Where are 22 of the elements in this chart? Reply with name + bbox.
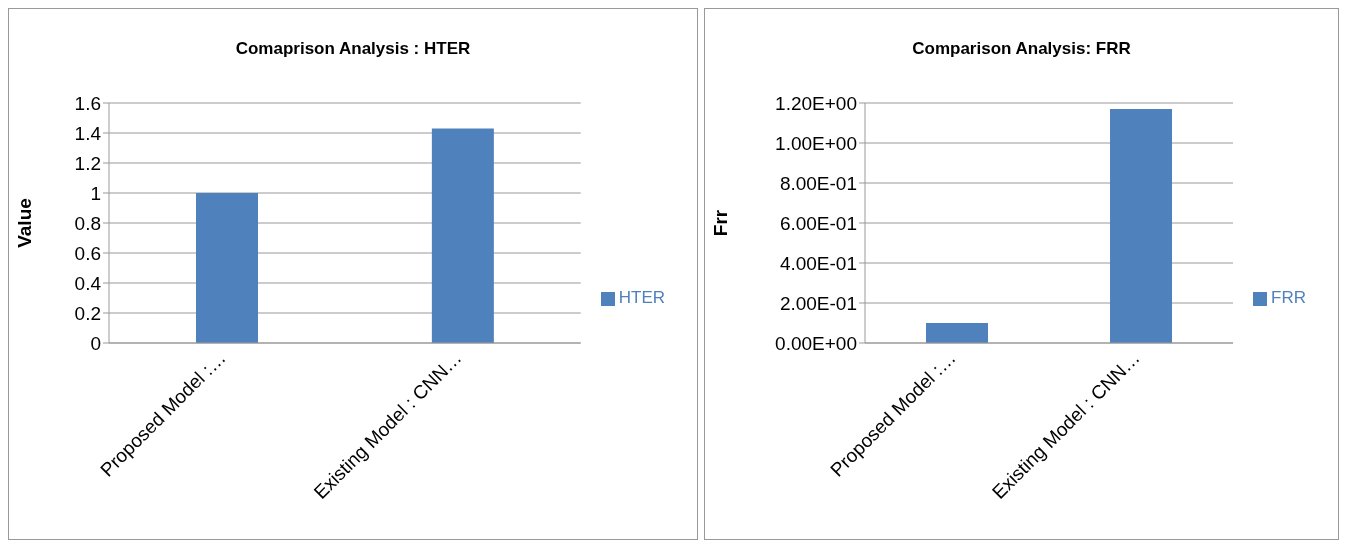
y-tick-label: 1.6 <box>74 92 101 114</box>
y-tick-label: 1.00E+00 <box>775 132 857 154</box>
y-tick-label: 0.6 <box>74 242 101 264</box>
y-tick-label: 1 <box>90 182 101 204</box>
legend-label: HTER <box>618 288 665 307</box>
y-tick-label: 0.00E+00 <box>775 332 857 354</box>
chart-title: Comaprison Analysis : HTER <box>234 39 472 60</box>
y-axis-title: Frr <box>709 209 731 237</box>
y-tick-label: 0 <box>90 332 101 354</box>
y-tick-label: 0.4 <box>74 272 102 294</box>
y-axis-title: Value <box>13 198 35 248</box>
y-tick-label: 0.8 <box>74 212 101 234</box>
y-tick-label: 6.00E-01 <box>779 212 857 234</box>
y-tick-label: 1.4 <box>74 122 102 144</box>
y-tick-label: 4.00E-01 <box>779 252 857 274</box>
y-tick-label: 2.00E-01 <box>779 292 857 314</box>
y-tick-label: 1.2 <box>74 152 101 174</box>
y-tick-label: 8.00E-01 <box>779 172 857 194</box>
chart-title: Comparison Analysis: FRR <box>911 39 1132 60</box>
legend-label: FRR <box>1271 288 1306 307</box>
y-tick-label: 1.20E+00 <box>775 92 857 114</box>
y-tick-label: 0.2 <box>74 302 101 324</box>
